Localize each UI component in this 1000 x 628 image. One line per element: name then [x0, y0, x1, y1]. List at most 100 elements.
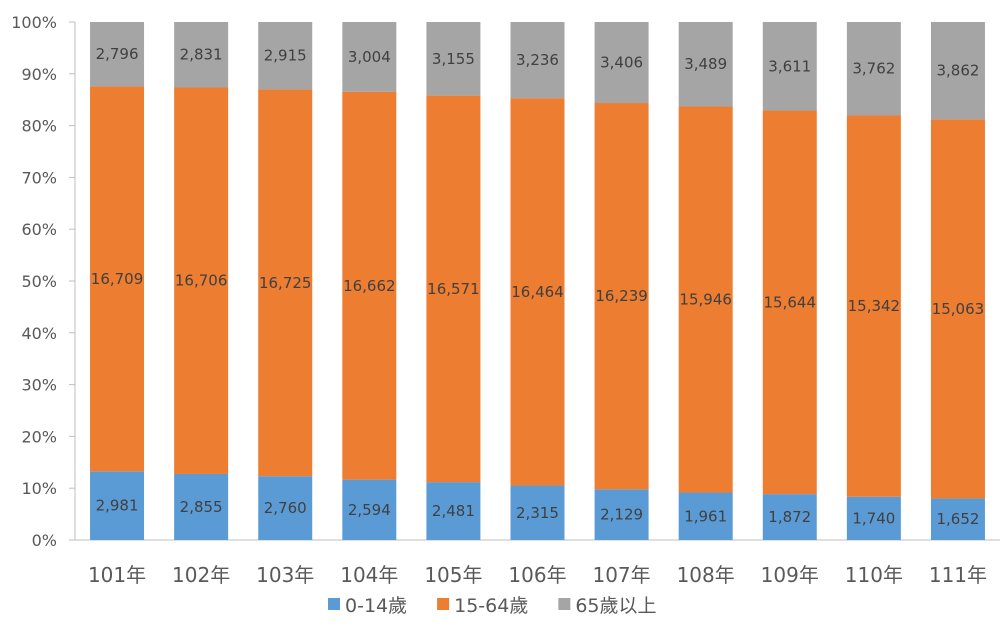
y-tick-label: 50%	[21, 272, 57, 291]
bar-segment	[762, 22, 817, 111]
data-label: 3,611	[768, 57, 811, 75]
x-tick-label: 102年	[172, 563, 230, 587]
bar-segment	[174, 22, 229, 88]
x-tick-label: 105年	[424, 563, 482, 587]
bar-segment	[90, 22, 145, 87]
bar-segment	[342, 22, 397, 92]
legend-swatch	[328, 598, 340, 610]
bar-segment	[426, 482, 481, 540]
x-tick-label: 104年	[340, 563, 398, 587]
bar-segment	[930, 119, 985, 499]
data-label: 3,406	[600, 54, 643, 72]
data-label: 2,594	[348, 501, 391, 519]
y-axis: 0% 10% 20% 30% 40% 50% 60% 70% 80% 90% 100%	[11, 13, 76, 550]
data-label: 3,862	[936, 62, 979, 80]
legend-swatch	[558, 598, 571, 610]
bar-segment	[594, 22, 649, 104]
data-label: 15,946	[679, 290, 732, 308]
bar-segment	[930, 22, 985, 120]
y-tick-label: 30%	[21, 376, 57, 395]
y-tick-label: 40%	[21, 324, 57, 343]
data-label: 2,129	[600, 506, 643, 524]
bar-segment	[594, 489, 649, 540]
data-label: 2,481	[432, 502, 475, 520]
data-label: 1,872	[768, 508, 811, 526]
bar-segment	[90, 86, 145, 472]
bar-segment	[762, 494, 817, 540]
bar-segment	[258, 476, 313, 540]
data-label: 16,239	[595, 287, 648, 305]
bar-segment	[258, 89, 313, 477]
bar-segment	[510, 22, 565, 99]
bar-segment	[846, 496, 901, 540]
y-tick-label: 80%	[21, 117, 57, 136]
x-tick-label: 109年	[761, 563, 819, 587]
data-label: 2,796	[96, 45, 139, 63]
data-label: 1,652	[936, 510, 979, 528]
legend-label: 65歲以上	[575, 595, 656, 617]
x-tick-label: 107年	[592, 563, 650, 587]
bar-segment	[90, 471, 145, 540]
data-label: 1,740	[852, 509, 895, 527]
legend-swatch	[437, 598, 450, 610]
x-tick-label: 110年	[845, 563, 903, 587]
bar-segment	[342, 91, 397, 480]
y-tick-label: 100%	[11, 13, 57, 32]
bar-segment	[594, 103, 649, 490]
data-label: 16,571	[427, 280, 480, 298]
data-label: 1,961	[684, 507, 727, 525]
bar-segment	[678, 22, 733, 107]
bar-segment	[762, 110, 817, 495]
data-label: 16,725	[259, 274, 312, 292]
y-tick-label: 20%	[21, 427, 57, 446]
data-label: 2,831	[180, 46, 223, 64]
legend-label: 0-14歲	[345, 595, 407, 617]
y-tick-label: 60%	[21, 220, 57, 239]
data-label: 2,855	[180, 498, 223, 516]
bar-segment	[426, 95, 481, 483]
bar-segment	[510, 485, 565, 540]
data-label: 16,464	[511, 283, 564, 301]
bar-segment	[678, 492, 733, 540]
y-tick-label: 90%	[21, 65, 57, 84]
data-label: 15,063	[932, 300, 985, 318]
bar-segment	[930, 498, 985, 540]
x-tick-label: 106年	[508, 563, 566, 587]
x-tick-label: 103年	[256, 563, 314, 587]
bar-segment	[846, 115, 901, 497]
bar-segment	[510, 98, 565, 486]
data-label: 2,315	[516, 504, 559, 522]
data-label: 16,709	[91, 270, 144, 288]
data-label: 3,004	[348, 48, 391, 66]
data-label: 3,236	[516, 51, 559, 69]
data-label: 16,706	[175, 272, 228, 290]
legend-label: 15-64歲	[454, 595, 528, 617]
bar-segment	[426, 22, 481, 96]
x-tick-label: 111年	[929, 563, 987, 587]
bar-segment	[846, 22, 901, 116]
legend: 0-14歲 15-64歲 65歲以上	[328, 595, 657, 617]
data-label: 2,760	[264, 499, 307, 517]
data-label: 3,762	[852, 60, 895, 78]
data-label: 2,981	[96, 497, 139, 515]
data-label: 2,915	[264, 47, 307, 65]
y-tick-label: 10%	[21, 479, 57, 498]
y-tick-label: 70%	[21, 168, 57, 187]
x-tick-label: 101年	[88, 563, 146, 587]
bar-segment	[174, 473, 229, 540]
x-axis: 101年 102年 103年 104年 105年 106年 107年 108年 109年 110年…	[75, 539, 1000, 587]
x-tick-label: 108年	[677, 563, 735, 587]
bar-segment	[258, 22, 313, 90]
bar-segment	[678, 106, 733, 493]
bar-segment	[174, 87, 229, 474]
data-label: 15,644	[764, 293, 817, 311]
data-labels: 2,981 16,709 2,796 2,855 16,706 2,831 2,760 16,…	[91, 45, 984, 528]
data-label: 3,489	[684, 55, 727, 73]
data-label: 15,342	[848, 297, 901, 315]
data-label: 3,155	[432, 50, 475, 68]
bar-segment	[342, 479, 397, 540]
y-tick-label: 0%	[32, 531, 57, 550]
data-label: 16,662	[343, 277, 396, 295]
